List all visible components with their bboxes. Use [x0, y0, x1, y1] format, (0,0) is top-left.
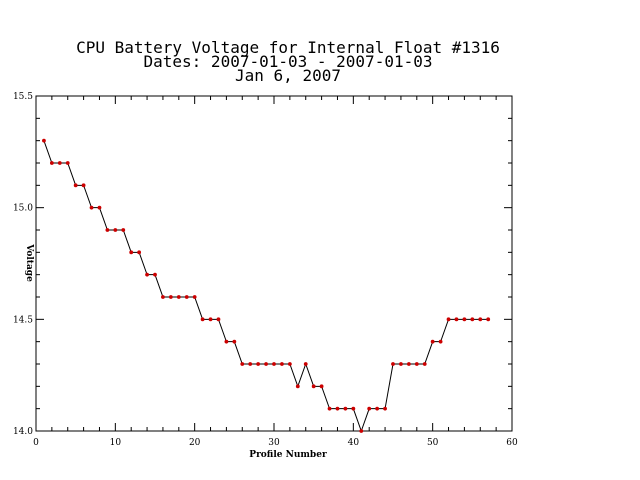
- data-point: [176, 295, 181, 299]
- data-point: [137, 250, 142, 255]
- data-point: [168, 295, 173, 299]
- data-point: [145, 272, 149, 277]
- data-point: [462, 317, 467, 322]
- x-axis-label: Profile Number: [249, 450, 327, 460]
- data-point: [335, 406, 340, 411]
- data-point: [367, 406, 372, 411]
- x-tick-label: 40: [348, 438, 360, 448]
- y-tick-label: 15.5: [13, 92, 33, 102]
- series-line-group: [43, 140, 489, 433]
- data-point: [327, 406, 332, 411]
- y-tick-label: 15.0: [13, 204, 33, 214]
- chart-title-line-2: Dates: 2007-01-03 - 2007-01-03: [144, 52, 433, 71]
- data-point: [359, 429, 364, 433]
- data-point: [430, 339, 435, 344]
- data-point: [232, 339, 237, 344]
- x-tick-label: 0: [33, 438, 39, 448]
- x-axis: 0 10 20 30 40 50 60: [33, 96, 518, 448]
- data-point: [343, 406, 348, 411]
- data-point: [280, 362, 284, 366]
- data-point: [248, 362, 253, 366]
- data-point: [49, 161, 54, 165]
- data-point: [319, 384, 324, 389]
- data-point: [57, 161, 62, 165]
- data-point: [42, 138, 46, 143]
- data-point: [256, 362, 261, 366]
- data-point: [161, 295, 165, 299]
- x-tick-label: 10: [110, 438, 122, 448]
- y-axis: 14.0 14.5 15.0 15.5: [13, 92, 512, 437]
- x-tick-label: 50: [427, 438, 439, 448]
- data-point: [89, 205, 94, 210]
- data-point: [65, 161, 70, 165]
- y-tick-label: 14.0: [13, 427, 33, 437]
- data-point: [375, 406, 380, 411]
- data-point: [129, 250, 134, 255]
- data-point: [391, 362, 395, 366]
- data-point: [351, 406, 356, 411]
- x-tick-label: 30: [268, 438, 280, 448]
- data-point: [200, 317, 205, 322]
- x-tick-label: 20: [189, 438, 201, 448]
- data-point: [208, 317, 213, 322]
- data-point: [216, 317, 221, 322]
- data-point: [438, 339, 443, 344]
- data-point: [121, 228, 126, 232]
- data-point: [486, 317, 491, 322]
- chart-title-line-1: CPU Battery Voltage for Internal Float #…: [76, 38, 500, 57]
- y-axis-label: Voltage: [24, 243, 34, 282]
- data-point: [383, 406, 387, 411]
- data-point: [73, 183, 78, 188]
- data-point: [295, 384, 300, 389]
- data-point: [406, 362, 411, 366]
- x-tick-label: 60: [506, 438, 518, 448]
- data-point: [81, 183, 86, 188]
- data-point: [422, 362, 427, 366]
- data-point: [446, 317, 451, 322]
- data-point: [311, 384, 316, 389]
- series-marker-group: [42, 138, 491, 433]
- data-point: [97, 205, 102, 210]
- series-line: [43, 140, 489, 433]
- y-tick-label: 14.5: [13, 315, 33, 325]
- plot-frame: [35, 95, 513, 432]
- data-point: [478, 317, 483, 322]
- data-point: [470, 317, 475, 322]
- data-point: [192, 295, 197, 299]
- data-point: [264, 362, 268, 366]
- data-point: [454, 317, 459, 322]
- chart-title-line-3: Jan 6, 2007: [235, 66, 341, 85]
- data-point: [224, 339, 229, 344]
- data-point: [303, 362, 308, 366]
- data-point: [287, 362, 292, 366]
- data-point: [184, 295, 189, 299]
- data-point: [113, 228, 118, 232]
- data-point: [153, 272, 157, 277]
- data-point: [105, 228, 110, 232]
- data-point: [399, 362, 403, 366]
- data-point: [272, 362, 276, 366]
- data-point: [414, 362, 419, 366]
- data-point: [240, 362, 245, 366]
